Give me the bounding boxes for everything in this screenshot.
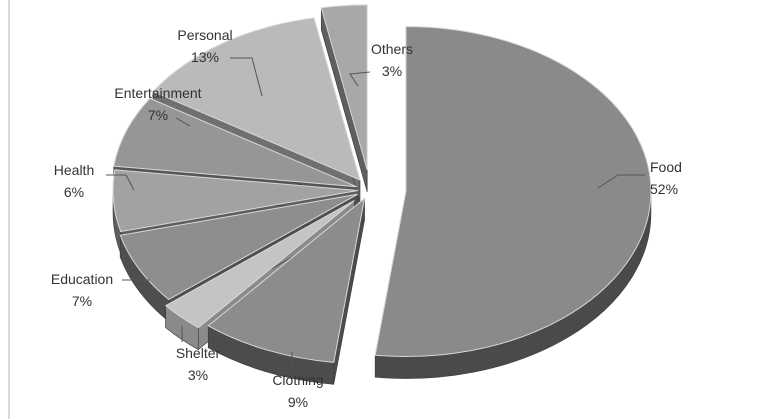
label-value-food: 52%	[650, 181, 678, 197]
label-value-others: 3%	[382, 63, 402, 79]
label-name-education: Education	[51, 271, 113, 287]
label-name-health: Health	[54, 162, 94, 178]
label-name-shelter: Shelter	[176, 345, 221, 361]
label-name-others: Others	[371, 41, 413, 57]
label-name-clothing: Clothing	[272, 372, 323, 388]
label-name-food: Food	[650, 159, 682, 175]
label-name-entertainment: Entertainment	[114, 85, 201, 101]
label-value-personal: 13%	[191, 49, 219, 65]
label-value-health: 6%	[64, 184, 84, 200]
label-value-entertainment: 7%	[148, 107, 168, 123]
slice-food-top	[375, 27, 651, 357]
label-name-personal: Personal	[177, 27, 232, 43]
label-value-education: 7%	[72, 293, 92, 309]
slice-food	[375, 27, 651, 379]
label-value-shelter: 3%	[188, 367, 208, 383]
label-value-clothing: 9%	[288, 394, 308, 410]
